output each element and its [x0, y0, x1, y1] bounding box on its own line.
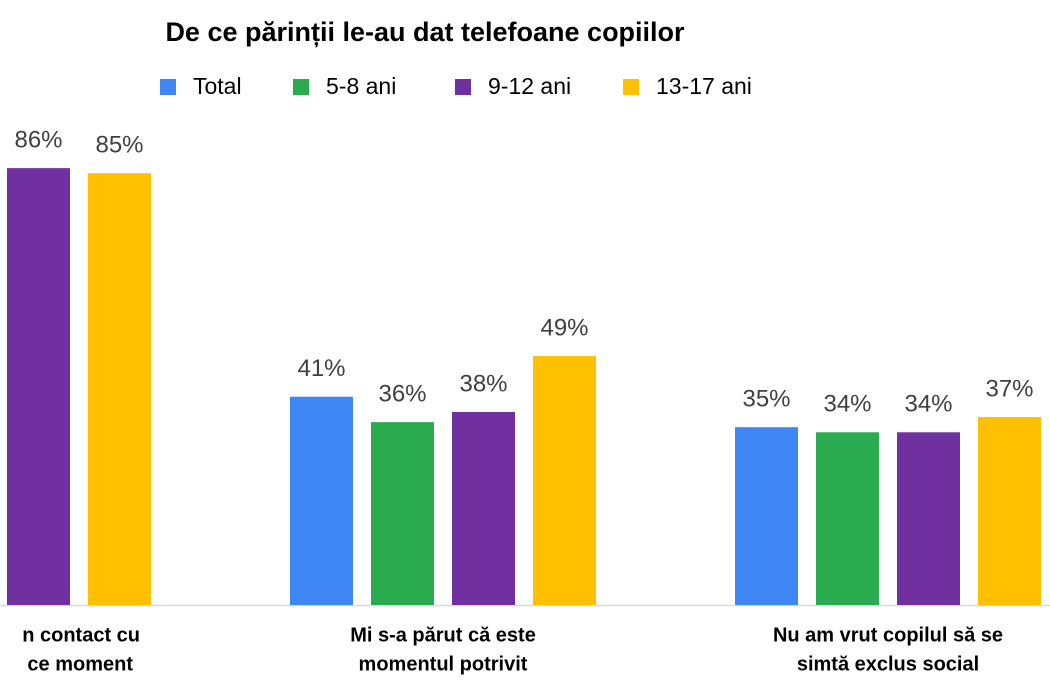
- bar: [978, 417, 1041, 605]
- value-label: 85%: [95, 132, 143, 159]
- legend-label: 5-8 ani: [326, 73, 396, 99]
- category-label: simtă exclus social: [797, 653, 979, 675]
- value-label: 36%: [378, 380, 426, 407]
- value-label: 86%: [14, 126, 62, 153]
- legend-swatch: [160, 79, 176, 95]
- category-label: Mi s-a părut că este: [350, 624, 536, 646]
- bar: [735, 427, 798, 605]
- bar: [88, 173, 151, 605]
- chart-title: De ce părinții le-au dat telefoane copii…: [165, 17, 685, 47]
- legend-swatch: [293, 79, 309, 95]
- value-label: 34%: [823, 391, 871, 418]
- category-label: n contact cu: [22, 624, 140, 646]
- bar: [816, 432, 879, 605]
- value-label: 41%: [297, 355, 345, 382]
- bar: [452, 411, 515, 605]
- bar: [7, 168, 70, 605]
- value-label: 38%: [459, 370, 507, 397]
- value-label: 35%: [742, 386, 790, 413]
- value-label: 34%: [904, 391, 952, 418]
- bar: [533, 356, 596, 605]
- legend-swatch: [623, 79, 639, 95]
- category-label: momentul potrivit: [359, 653, 528, 675]
- legend-label: Total: [193, 73, 242, 99]
- value-label: 37%: [985, 375, 1033, 402]
- value-label: 49%: [540, 314, 588, 341]
- legend-label: 13-17 ani: [656, 73, 752, 99]
- legend-swatch: [455, 79, 471, 95]
- category-label: Nu am vrut copilul să se: [773, 624, 1003, 646]
- bar: [897, 432, 960, 605]
- bar: [371, 422, 434, 605]
- bar: [290, 396, 353, 605]
- legend-label: 9-12 ani: [488, 73, 571, 99]
- category-label: ce moment: [27, 653, 133, 675]
